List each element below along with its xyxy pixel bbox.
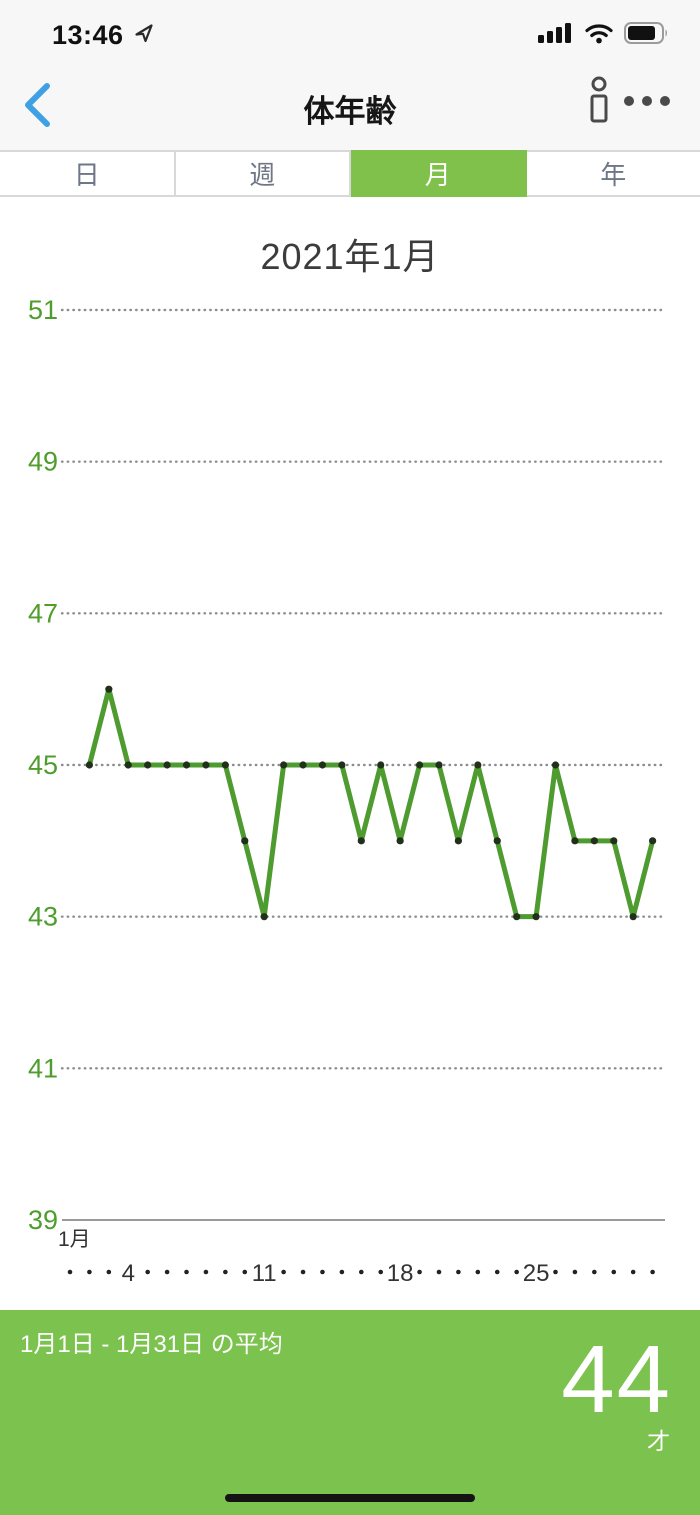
average-range-label: 1月1日 - 1月31日 の平均: [20, 1331, 283, 1358]
svg-text:25: 25: [523, 1260, 550, 1287]
page-title: 体年齢: [303, 94, 397, 129]
top-chrome-background: [0, 0, 700, 150]
location-arrow-icon: [133, 22, 155, 49]
status-right: [538, 21, 670, 49]
average-unit-label: 才: [647, 1428, 670, 1454]
svg-text:39: 39: [28, 1205, 58, 1235]
svg-text:51: 51: [28, 295, 58, 325]
battery-icon: [624, 21, 670, 49]
chart-period-title: 2021年1月: [260, 236, 440, 277]
svg-text:45: 45: [28, 750, 58, 780]
average-value: 44: [561, 1326, 672, 1433]
cellular-signal-icon: [538, 22, 574, 48]
info-icon[interactable]: [586, 76, 612, 124]
back-button[interactable]: [22, 82, 52, 128]
nav-bar: 体年齢: [0, 64, 700, 150]
svg-text:43: 43: [28, 902, 58, 932]
svg-text:41: 41: [28, 1053, 58, 1083]
tab-year[interactable]: 年: [526, 150, 700, 197]
period-tab-bar: 日 週 月 年: [0, 150, 700, 197]
status-bar: 13:46: [0, 0, 700, 64]
tab-month[interactable]: 月: [351, 150, 527, 197]
wifi-icon: [584, 22, 614, 49]
tab-week[interactable]: 週: [175, 150, 351, 197]
svg-text:47: 47: [28, 598, 58, 628]
svg-text:18: 18: [387, 1260, 414, 1287]
tab-day[interactable]: 日: [0, 150, 176, 197]
svg-text:11: 11: [252, 1260, 277, 1287]
average-summary-panel: 1月1日 - 1月31日 の平均 44 才: [0, 1310, 700, 1515]
home-indicator[interactable]: [225, 1494, 475, 1502]
svg-text:1月: 1月: [58, 1228, 91, 1251]
more-options-icon[interactable]: [622, 94, 672, 108]
svg-text:4: 4: [122, 1260, 135, 1287]
status-left: 13:46: [52, 20, 155, 51]
clock: 13:46: [52, 19, 124, 50]
svg-text:49: 49: [28, 447, 58, 477]
